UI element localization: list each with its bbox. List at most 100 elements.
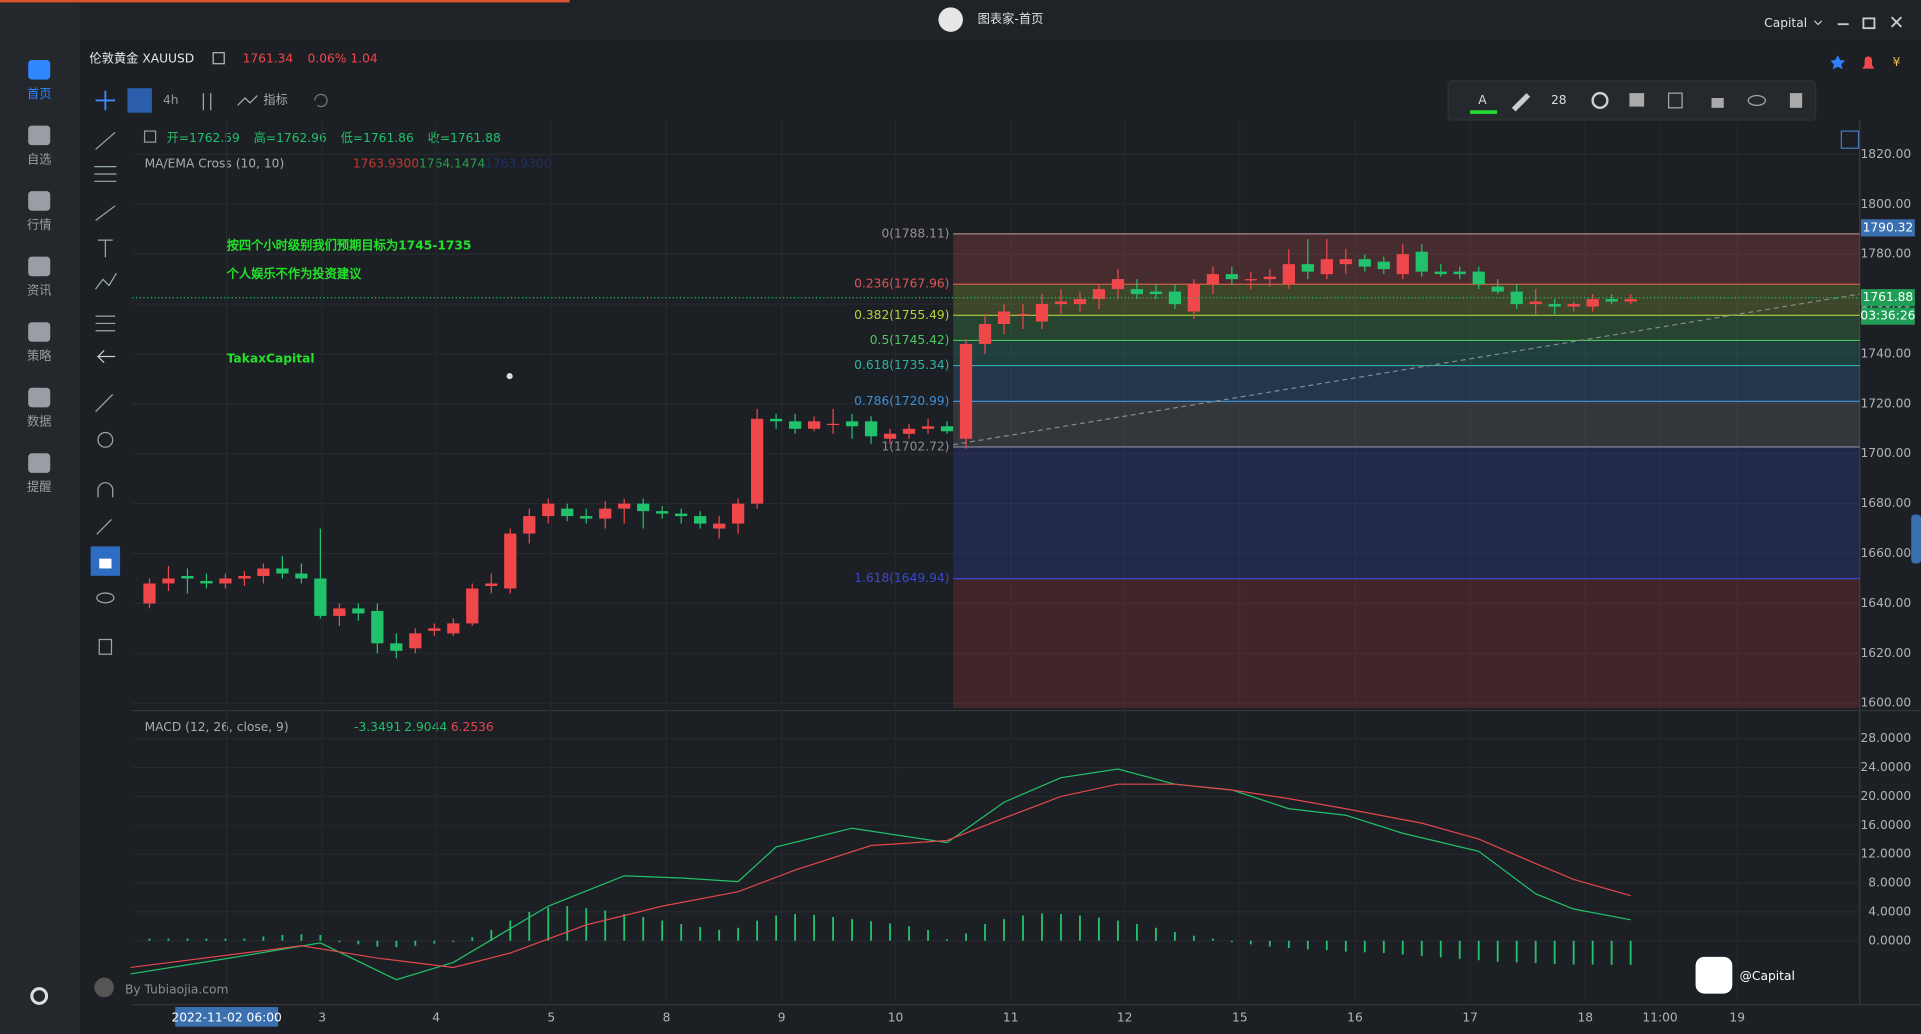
collapse-legend[interactable]	[143, 130, 157, 143]
fib-label: 1.618(1649.94)	[854, 571, 949, 585]
symbol-name[interactable]: 伦敦黄金 XAUUSD	[89, 50, 194, 65]
candle-body	[504, 533, 517, 589]
account-caret[interactable]	[1813, 20, 1823, 26]
sidebar-icon	[28, 191, 51, 211]
alerts[interactable]	[1862, 56, 1875, 69]
candle-body	[1206, 274, 1219, 285]
account[interactable]: Capital	[1764, 16, 1807, 30]
candle-body	[1415, 251, 1428, 272]
candle-body	[523, 516, 536, 534]
sidebar-label[interactable]: 数据	[27, 414, 52, 429]
indicators[interactable]: 指标	[263, 92, 288, 107]
sidebar-label[interactable]: 策略	[27, 348, 52, 363]
parallel-tool[interactable]	[94, 166, 117, 182]
fib-label: 0.236(1767.96)	[854, 277, 949, 291]
candle-body	[883, 433, 897, 439]
crosshair[interactable]	[95, 90, 116, 111]
candle-body	[1624, 299, 1637, 302]
y-tick-label: 1620.00	[1861, 646, 1912, 660]
delete-tool[interactable]	[1789, 93, 1803, 108]
candle-body	[1111, 279, 1125, 290]
favorite[interactable]	[1830, 55, 1846, 70]
candle-body	[447, 623, 460, 634]
ohlc-value: 低=1761.86	[341, 131, 414, 145]
copy-tool[interactable]	[1668, 92, 1683, 109]
candle-body	[959, 343, 973, 439]
x-tick-label: 9	[778, 1011, 786, 1025]
interval[interactable]: 4h	[163, 93, 179, 107]
fill-tool[interactable]	[1629, 93, 1645, 107]
close[interactable]	[1890, 16, 1903, 28]
symbol-dropdown[interactable]	[212, 52, 225, 65]
candle-body	[940, 426, 954, 432]
candle-body	[807, 421, 821, 429]
settings[interactable]	[1591, 91, 1609, 110]
candle-body	[276, 568, 289, 574]
eye-tool[interactable]	[96, 592, 115, 604]
candle-body	[1377, 261, 1390, 270]
settings-gear[interactable]	[30, 987, 49, 1005]
y-tick-label: 1800.00	[1861, 197, 1912, 211]
brush-tool[interactable]	[95, 205, 116, 222]
sidebar-label[interactable]: 提醒	[27, 479, 52, 494]
lock-tool[interactable]	[1711, 98, 1724, 108]
axis-settings[interactable]	[1840, 130, 1860, 149]
annotation: 个人娱乐不作为投资建议	[226, 266, 362, 281]
panel-toggle[interactable]	[1911, 514, 1921, 564]
candle-body	[333, 608, 346, 616]
x-tick-label: 4	[432, 1011, 440, 1025]
text-tool[interactable]	[98, 239, 113, 258]
magnet-tool[interactable]	[97, 482, 114, 498]
font-size[interactable]: 28	[1551, 93, 1567, 107]
currency[interactable]: ¥	[1893, 55, 1901, 69]
minimize[interactable]	[1837, 23, 1849, 26]
y-tick-label: 1780.00	[1861, 247, 1912, 261]
undo[interactable]	[314, 93, 328, 108]
fib-zone	[953, 315, 1860, 341]
fib-tool[interactable]	[95, 315, 116, 332]
cursor-dot	[506, 373, 513, 380]
ruler-tool[interactable]	[95, 394, 114, 413]
candle-body	[257, 568, 270, 576]
pattern-tool[interactable]	[95, 272, 117, 290]
candle-body	[1453, 271, 1466, 275]
maximize[interactable]	[1862, 17, 1876, 30]
trash-tool[interactable]	[98, 638, 113, 655]
ma-label: MA/EMA Cross (10, 10)	[145, 157, 285, 171]
price-tag	[1860, 307, 1915, 325]
sidebar-label[interactable]: 行情	[27, 218, 52, 232]
candle-body	[1472, 271, 1485, 285]
candle-body	[656, 511, 669, 514]
candle-body	[599, 508, 612, 519]
sidebar-label[interactable]: 自选	[27, 152, 52, 166]
candle-body	[788, 421, 802, 429]
price-tag	[1860, 289, 1915, 307]
x-tick-label: 5	[547, 1011, 555, 1025]
sidebar-label[interactable]: 资讯	[27, 283, 52, 297]
pencil-tool[interactable]	[96, 519, 112, 535]
line-color[interactable]	[1511, 93, 1531, 112]
candle-type[interactable]	[202, 93, 212, 111]
zoom-tool[interactable]	[97, 431, 114, 448]
indicator-icon[interactable]	[237, 95, 258, 106]
back-tool[interactable]	[96, 349, 116, 364]
crop-tool[interactable]	[127, 88, 152, 113]
candle-body	[637, 503, 650, 512]
visibility-tool[interactable]	[1747, 94, 1767, 106]
candle-body	[238, 575, 251, 579]
candle-body	[1073, 299, 1087, 305]
plot: 1820.001800.001780.001760.001740.001720.…	[130, 120, 1916, 1027]
y-tick-label: 1660.00	[1861, 546, 1912, 560]
text-color[interactable]: A	[1478, 93, 1487, 107]
trend-tool[interactable]	[95, 131, 116, 150]
ohlc-value: 高=1762.96	[254, 130, 327, 145]
sidebar-label[interactable]: 首页	[27, 87, 52, 101]
x-tick-label: 19	[1729, 1011, 1745, 1025]
x-tick-label: 3	[318, 1011, 326, 1025]
candle-body	[1244, 279, 1257, 281]
sidebar-icon	[28, 453, 51, 473]
x-tick-label: 10	[888, 1011, 904, 1025]
candle-body	[732, 503, 745, 524]
candle-body	[390, 643, 403, 651]
